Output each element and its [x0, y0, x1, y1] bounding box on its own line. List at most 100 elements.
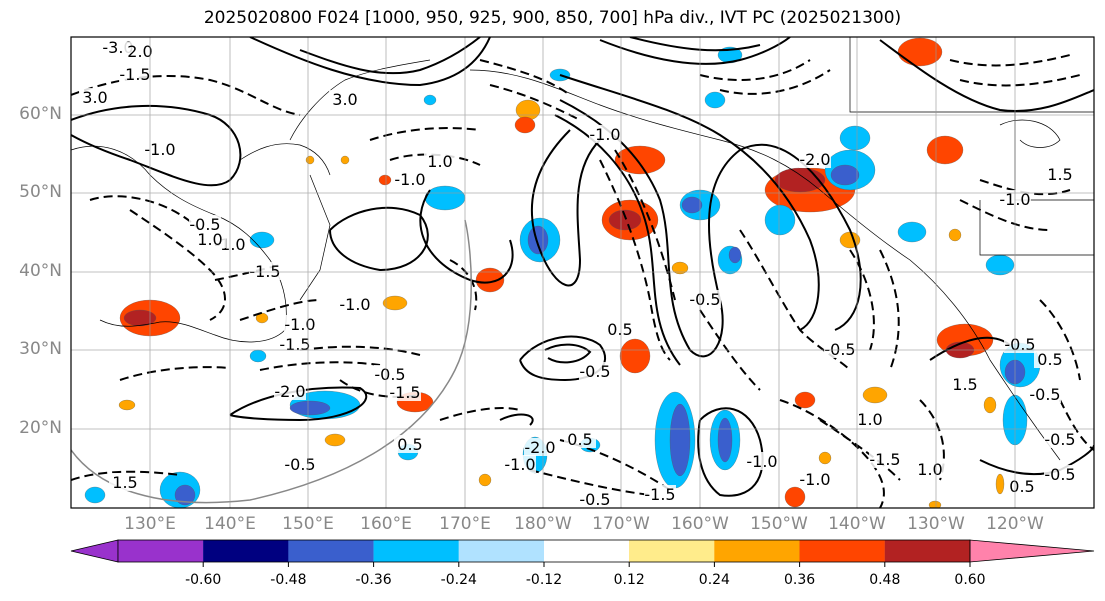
contour-label: -0.5 [579, 490, 610, 509]
positive-contour [329, 206, 429, 272]
positive-contour [531, 129, 601, 287]
longitude-label: 150°E [282, 514, 334, 534]
ivt-shade-region [619, 338, 651, 374]
contour-label: 1.5 [1047, 165, 1072, 184]
ivt-shade-region [948, 228, 962, 242]
contour-label-background [424, 152, 456, 170]
contour-label-background [1004, 335, 1036, 353]
contour-label-background [564, 430, 596, 448]
colorbar-segment [544, 540, 630, 562]
contour-label-background [189, 215, 221, 233]
colorbar-upper-extend [969, 539, 1095, 563]
ivt-shade-region [983, 396, 997, 414]
negative-contour [119, 366, 231, 381]
contour-label: -0.5 [1029, 385, 1060, 404]
contour-label-background [1034, 350, 1066, 368]
contour-label-background [949, 375, 981, 393]
ivt-shade-region [174, 484, 196, 506]
contour-label-background [1044, 430, 1076, 448]
colorbar-segment [629, 540, 715, 562]
negative-contour [879, 249, 900, 371]
contour-label: -1.0 [504, 455, 535, 474]
contour-label-background [374, 365, 406, 383]
positive-contour [544, 343, 592, 364]
ivt-shade-region [340, 155, 350, 165]
contour-label-background [194, 230, 226, 248]
positive-contour [697, 407, 764, 497]
contour-label-background [644, 485, 676, 503]
contour-label-background [824, 340, 856, 358]
colorbar-tick-label: -0.24 [440, 572, 477, 588]
reference-arc [71, 219, 472, 504]
longitude-label: 130°W [907, 514, 965, 534]
negative-contour [71, 75, 301, 116]
negative-contour [489, 84, 581, 121]
japan-coastline [299, 174, 331, 301]
gridlines [71, 37, 1094, 508]
longitude-label: 120°W [986, 514, 1044, 534]
positive-contour [249, 37, 491, 87]
contour-label: -0.5 [1044, 430, 1075, 449]
contour-label-background [504, 455, 536, 473]
contour-label-background [854, 410, 886, 428]
contour-label: -0.5 [579, 362, 610, 381]
ivt-shade-region [514, 116, 536, 134]
negative-contour [529, 469, 651, 496]
colorbar-segment [203, 540, 289, 562]
contour-label: 0.5 [397, 435, 422, 454]
colorbar-segment [799, 540, 885, 562]
ivt-shade-region [764, 204, 796, 236]
negative-contour [1039, 299, 1081, 381]
contour-label-background [799, 150, 831, 168]
contour-label: 1.0 [857, 410, 882, 429]
contour-label: -0.5 [824, 340, 855, 359]
contour-label: -1.5 [279, 335, 310, 354]
state-border [849, 37, 1094, 113]
positive-contour [559, 74, 820, 331]
ivt-shade-region [118, 399, 136, 411]
ivt-shade-region [995, 473, 1005, 495]
colorbar-segment [288, 540, 374, 562]
ivt-shade-region [382, 295, 408, 311]
siberia-coastline [289, 59, 431, 141]
contour-label: -0.5 [374, 365, 405, 384]
positive-contour [599, 37, 791, 65]
us-canada-border [979, 200, 1094, 256]
contour-label-background [746, 452, 778, 470]
contour-label-background [394, 435, 426, 453]
negative-contour [559, 439, 671, 491]
ivt-shade-region [830, 164, 860, 186]
colorbar-tick-label: 0.24 [698, 572, 730, 588]
positive-contour [879, 39, 1094, 112]
negative-contour [369, 127, 481, 141]
contour-label: 3.0 [332, 90, 357, 109]
ivt-shade-region [728, 246, 742, 264]
negative-contour [959, 199, 1051, 231]
negative-contour [299, 345, 421, 356]
contour-label-background [274, 382, 306, 400]
contour-label-background [119, 65, 151, 83]
colorbar-tick-label: -0.48 [270, 572, 307, 588]
ivt-shade-region [289, 400, 331, 416]
ivt-shade-region [378, 174, 392, 186]
ivt-shade-region [784, 486, 806, 508]
ivt-shade-region [423, 94, 437, 106]
latitude-label: 40°N [19, 261, 62, 281]
contour-label: 1.0 [197, 230, 222, 249]
ivt-shade-region [249, 231, 275, 249]
contour-label: 0.5 [1037, 350, 1062, 369]
ivt-shade-region [608, 209, 642, 231]
colorbar-tick-label: -0.60 [185, 572, 222, 588]
ivt-shade-region [704, 91, 726, 109]
ivt-shade-region [897, 221, 927, 243]
contour-label-background [579, 362, 611, 380]
ivt-shade-region [671, 261, 689, 275]
longitude-label: 160°W [671, 514, 729, 534]
contour-label-background [249, 262, 281, 280]
contour-label: -2.0 [799, 150, 830, 169]
ivt-shade-region [794, 391, 816, 409]
ivt-shade-region [669, 403, 691, 477]
colorbar-segment [884, 540, 970, 562]
contour-label-background [589, 125, 621, 143]
latitude-label: 60°N [19, 104, 62, 124]
